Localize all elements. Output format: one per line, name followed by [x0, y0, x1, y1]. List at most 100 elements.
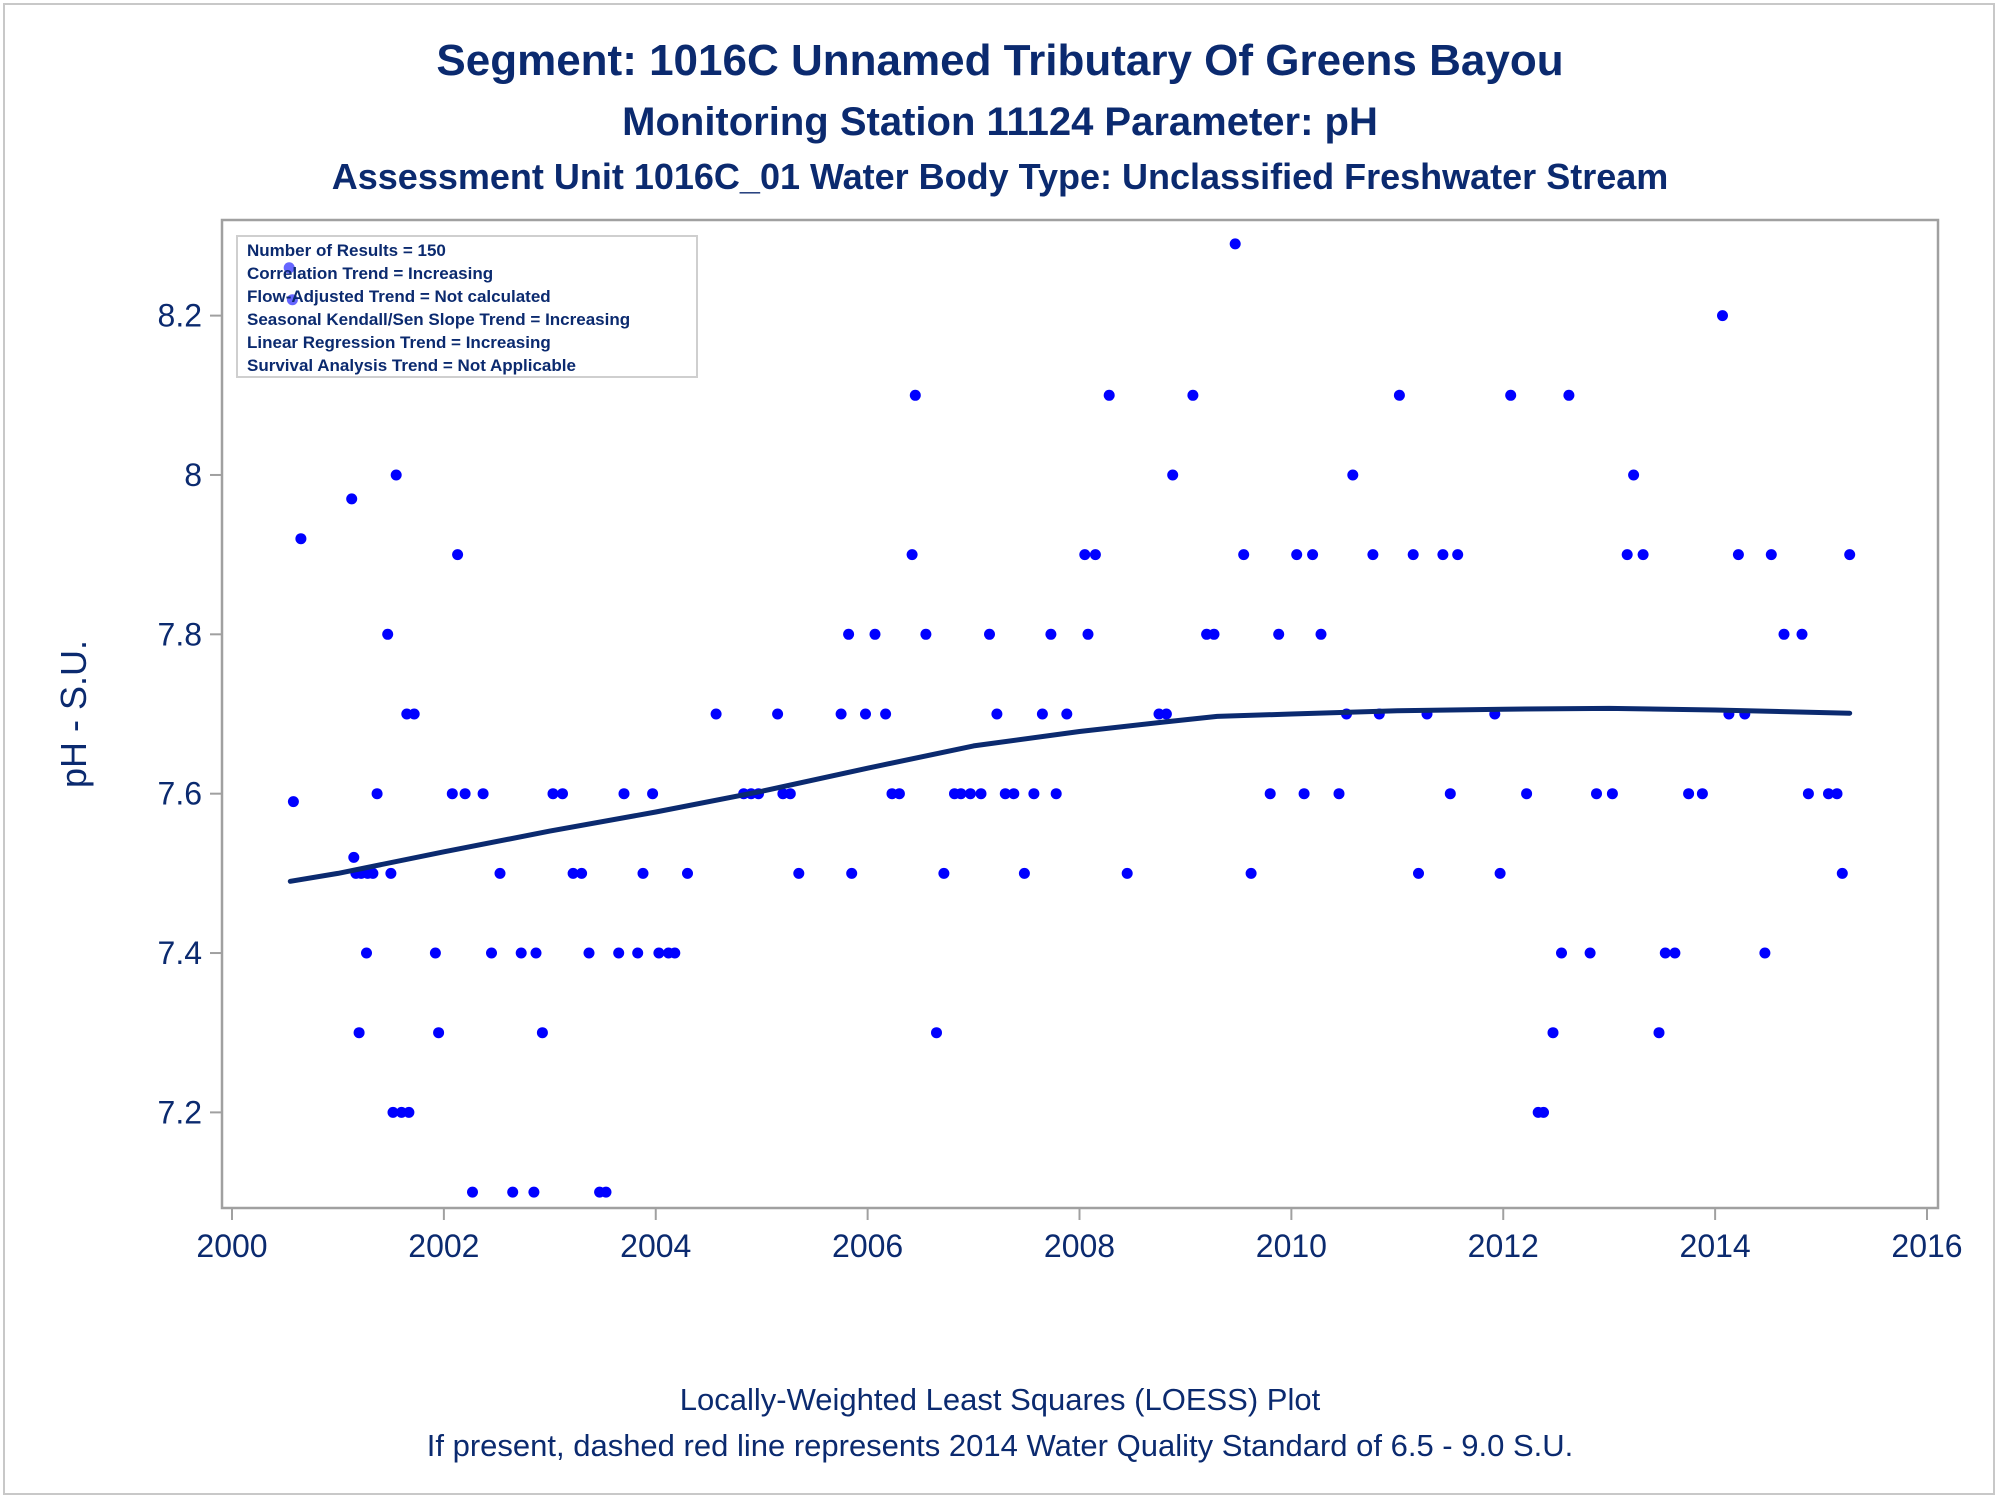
data-point [1802, 788, 1814, 800]
data-point [1778, 628, 1790, 640]
data-point [353, 1027, 365, 1039]
data-point [1844, 549, 1856, 561]
data-point [1264, 788, 1276, 800]
data-point [387, 1106, 399, 1118]
x-axis: 2000 2002 2004 2006 2008 2010 2012 2014 2016 [196, 1208, 1963, 1264]
data-point [784, 788, 796, 800]
data-point [1160, 708, 1172, 720]
x-tick-label: 2002 [408, 1228, 479, 1264]
x-tick-label: 2010 [1256, 1228, 1327, 1264]
data-point [893, 788, 905, 800]
data-point [1187, 389, 1199, 401]
data-point [1413, 867, 1424, 879]
data-point [1245, 867, 1257, 879]
data-point [835, 708, 847, 720]
data-point [283, 262, 295, 274]
data-point [1167, 469, 1179, 481]
data-point [1452, 549, 1464, 561]
data-point [1831, 788, 1843, 800]
data-point [557, 788, 568, 800]
data-point [1089, 549, 1101, 561]
data-point [909, 389, 921, 401]
data-point [1407, 549, 1419, 561]
x-tick-label: 2012 [1468, 1228, 1539, 1264]
data-point [1437, 549, 1449, 561]
y-tick-label: 7.4 [158, 935, 202, 971]
data-point [632, 947, 644, 959]
data-point [286, 294, 298, 306]
data-point [1621, 549, 1633, 561]
data-point [600, 1186, 612, 1198]
data-point [999, 788, 1011, 800]
data-point [1591, 788, 1602, 800]
x-tick-label: 2014 [1680, 1228, 1751, 1264]
data-point [1659, 947, 1671, 959]
data-point [975, 788, 987, 800]
data-point [1273, 628, 1285, 640]
chart-subtitle: Monitoring Station 11124 Parameter: pH [622, 100, 1378, 144]
data-point [843, 628, 855, 640]
data-point [1393, 389, 1405, 401]
data-point [1079, 549, 1091, 561]
data-point [1018, 867, 1030, 879]
data-point [382, 628, 394, 640]
y-axis: 7.2 7.4 7.6 7.8 8 8.2 [158, 298, 222, 1130]
data-point [1556, 947, 1567, 959]
legend-number-of-results: Number of Results = 150 [247, 241, 446, 260]
data-point [1696, 788, 1708, 800]
data-point [682, 867, 693, 879]
data-point [408, 708, 420, 720]
data-point [1238, 549, 1250, 561]
data-point [1563, 389, 1575, 401]
data-point [1765, 549, 1777, 561]
loess-line [287, 705, 1853, 884]
data-point [1315, 628, 1327, 640]
data-point [1298, 788, 1310, 800]
data-point [1036, 708, 1048, 720]
legend-flow-adjusted-trend: Flow-Adjusted Trend = Not calculated [247, 287, 551, 306]
data-point [507, 1186, 519, 1198]
footer-note-loess: Locally-Weighted Least Squares (LOESS) P… [679, 1382, 1321, 1417]
data-point [1307, 549, 1319, 561]
data-point [452, 549, 464, 561]
data-point [906, 549, 918, 561]
data-point [429, 947, 441, 959]
data-point [1333, 788, 1345, 800]
data-point [1121, 867, 1133, 879]
data-point [346, 493, 358, 505]
chart-subtitle-2: Assessment Unit 1016C_01 Water Body Type… [331, 156, 1669, 197]
data-point [613, 947, 625, 959]
data-point [583, 947, 595, 959]
data-point [494, 867, 506, 879]
y-tick-label: 7.2 [158, 1094, 202, 1130]
data-point [528, 1186, 540, 1198]
data-point [446, 788, 458, 800]
y-tick-label: 7.8 [158, 616, 202, 652]
data-point [1538, 1106, 1549, 1118]
data-point [772, 708, 784, 720]
data-point [477, 788, 489, 800]
y-tick-label: 7.6 [158, 776, 202, 812]
x-tick-label: 2004 [620, 1228, 691, 1264]
data-point [361, 947, 372, 959]
legend-seasonal-kendall-trend: Seasonal Kendall/Sen Slope Trend = Incre… [247, 310, 630, 329]
x-tick-label: 2000 [196, 1228, 267, 1264]
data-point [536, 1027, 548, 1039]
data-point [1061, 708, 1073, 720]
legend-correlation-trend: Correlation Trend = Increasing [247, 264, 493, 283]
data-point [991, 708, 1003, 720]
data-point [467, 1186, 478, 1198]
data-point [1584, 947, 1596, 959]
data-point [287, 796, 299, 808]
data-point [1823, 788, 1834, 800]
data-point [295, 533, 307, 545]
data-point [1347, 469, 1359, 481]
y-tick-label: 8 [184, 457, 202, 493]
data-point [669, 947, 681, 959]
data-point [793, 867, 805, 879]
legend-linear-regression-trend: Linear Regression Trend = Increasing [247, 333, 551, 352]
data-point [576, 867, 588, 879]
footer-note-standard: If present, dashed red line represents 2… [426, 1428, 1574, 1463]
chart-title: Segment: 1016C Unnamed Tributary Of Gree… [436, 36, 1564, 85]
data-point [846, 867, 858, 879]
